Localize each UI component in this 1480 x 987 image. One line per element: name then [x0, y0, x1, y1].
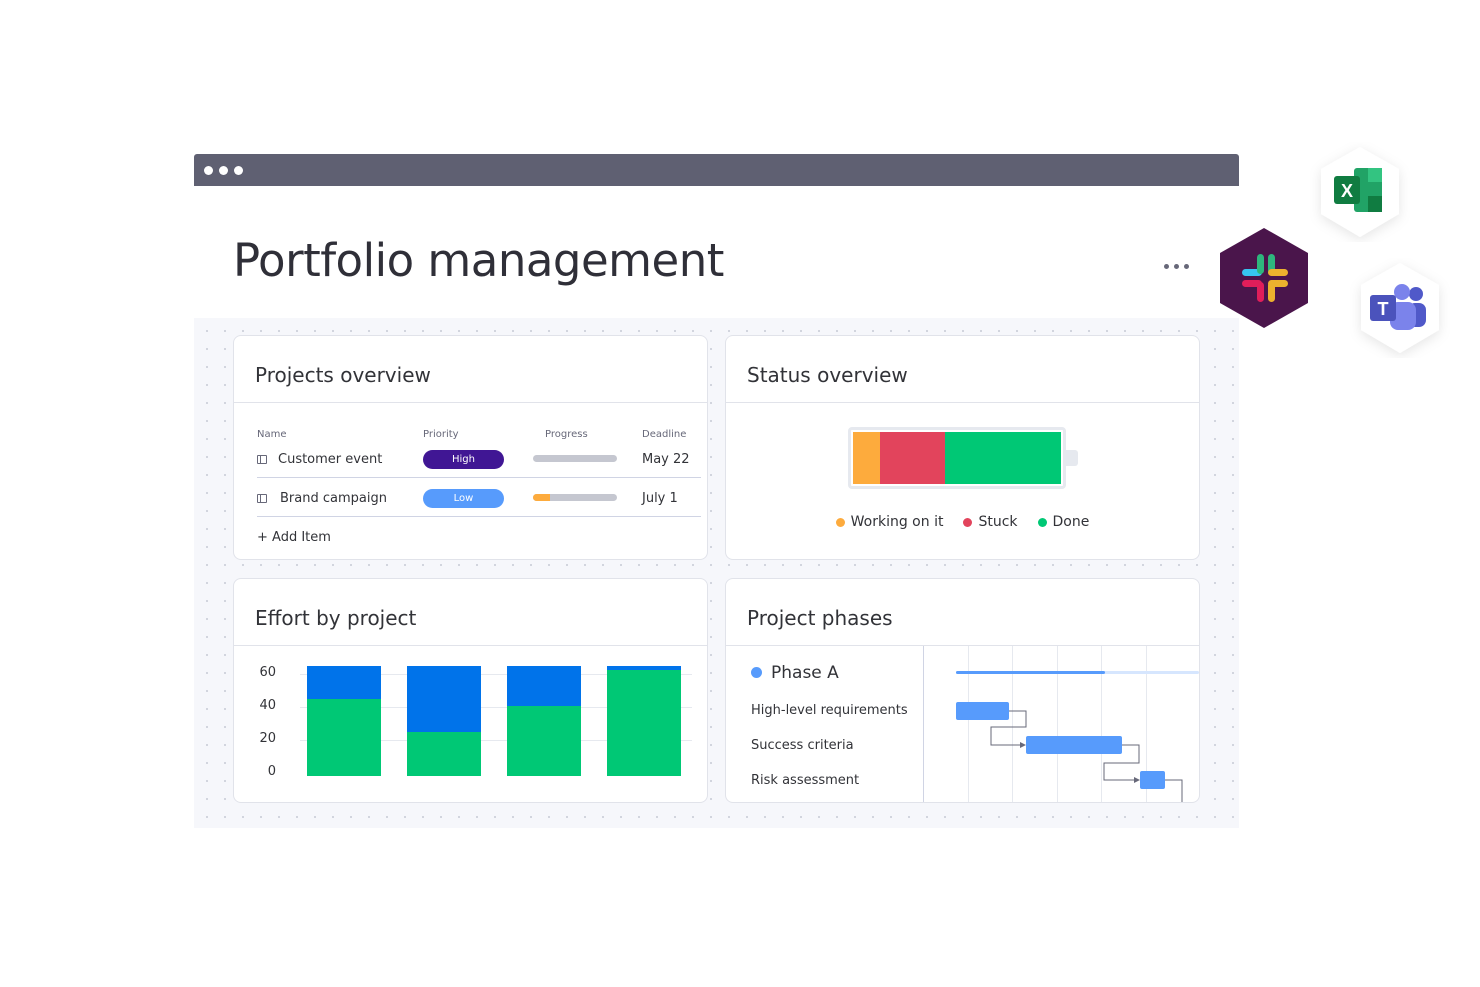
deadline: July 1 — [642, 491, 678, 506]
column-header-name: Name — [257, 429, 287, 440]
svg-text:T: T — [1378, 299, 1389, 319]
gridline — [300, 674, 692, 675]
effort-bar-segment — [507, 706, 581, 776]
project-name[interactable]: Brand campaign — [280, 491, 387, 506]
legend-dot-icon — [963, 517, 973, 527]
task-name[interactable]: High-level requirements — [751, 703, 908, 718]
status-battery — [848, 427, 1066, 489]
priority-badge-high[interactable]: High — [423, 450, 504, 469]
gantt-bar[interactable] — [956, 702, 1009, 720]
item-icon — [257, 494, 267, 503]
effort-bar-segment — [607, 666, 681, 670]
projects-overview-card: Projects overview Name Priority Progress… — [233, 335, 708, 560]
teams-icon[interactable]: T — [1350, 258, 1450, 358]
deadline: May 22 — [642, 452, 690, 467]
gantt-gridline — [968, 646, 969, 802]
status-overview-card: Status overview Working on it Stuck Done — [725, 335, 1200, 560]
legend-dot-icon — [835, 517, 845, 527]
project-phases-card: Project phases Phase A High-level requir… — [725, 578, 1200, 803]
more-options-icon[interactable] — [1164, 256, 1198, 276]
gridline — [300, 740, 692, 741]
task-name[interactable]: Success criteria — [751, 738, 854, 753]
y-tick-label: 60 — [259, 665, 276, 680]
legend-label: Stuck — [978, 514, 1018, 530]
effort-by-project-card: Effort by project 60 40 20 0 — [233, 578, 708, 803]
progress-bar — [533, 455, 617, 462]
legend-item: Working on it — [835, 514, 944, 530]
phase-timeline-fill — [956, 671, 1105, 674]
legend-item: Done — [1037, 514, 1090, 530]
phase-name[interactable]: Phase A — [771, 663, 839, 683]
effort-bar-segment — [407, 666, 481, 732]
add-item-button[interactable]: + Add Item — [257, 530, 331, 545]
effort-bar-segment — [607, 669, 681, 776]
battery-tip — [1066, 450, 1078, 466]
page-title: Portfolio management — [233, 234, 724, 287]
gantt-gridline — [1146, 646, 1147, 802]
gantt-dependency-arrows — [990, 710, 1183, 802]
effort-bar-segment — [507, 666, 581, 707]
card-title: Projects overview — [255, 363, 431, 387]
status-segment-done — [944, 432, 1061, 484]
status-legend: Working on it Stuck Done — [726, 514, 1199, 530]
gantt-gridline — [1101, 646, 1102, 802]
legend-label: Done — [1052, 514, 1090, 530]
gantt-bar[interactable] — [1026, 736, 1122, 754]
window-dot-icon — [234, 166, 243, 175]
item-icon — [257, 455, 267, 464]
effort-bar-segment — [307, 666, 381, 699]
status-segment-working — [853, 432, 881, 484]
task-name[interactable]: Risk assessment — [751, 773, 860, 788]
window-dot-icon — [204, 166, 213, 175]
row-divider — [257, 516, 701, 517]
window-dot-icon — [219, 166, 228, 175]
column-header-progress: Progress — [545, 429, 588, 440]
gantt-gridline — [1012, 646, 1013, 802]
y-tick-label: 40 — [259, 698, 276, 713]
slack-icon[interactable] — [1214, 226, 1314, 330]
card-title: Status overview — [747, 363, 908, 387]
column-header-priority: Priority — [423, 429, 459, 440]
gantt-gridline — [1057, 646, 1058, 802]
status-segment-stuck — [880, 432, 945, 484]
project-name[interactable]: Customer event — [278, 452, 383, 467]
divider — [726, 402, 1199, 403]
divider — [726, 645, 1199, 646]
effort-bar-segment — [407, 732, 481, 776]
gridline — [300, 707, 692, 708]
legend-label: Working on it — [850, 514, 944, 530]
priority-badge-low[interactable]: Low — [423, 489, 504, 508]
row-divider — [257, 477, 701, 478]
divider — [234, 645, 707, 646]
dashboard-area: Projects overview Name Priority Progress… — [194, 318, 1239, 828]
legend-item: Stuck — [963, 514, 1018, 530]
column-header-deadline: Deadline — [642, 429, 687, 440]
progress-bar — [533, 494, 617, 501]
card-title: Effort by project — [255, 606, 417, 630]
y-tick-label: 20 — [259, 731, 276, 746]
card-title: Project phases — [747, 606, 893, 630]
legend-dot-icon — [1037, 517, 1047, 527]
gantt-bar[interactable] — [1140, 771, 1165, 789]
window-title-bar — [194, 154, 1239, 186]
gantt-divider — [923, 646, 924, 802]
y-tick-label: 0 — [267, 764, 276, 779]
svg-text:X: X — [1341, 181, 1353, 201]
divider — [234, 402, 707, 403]
excel-icon[interactable]: X — [1310, 142, 1410, 242]
effort-bar-segment — [307, 699, 381, 776]
progress-fill — [533, 494, 550, 501]
phase-dot-icon — [751, 667, 762, 678]
